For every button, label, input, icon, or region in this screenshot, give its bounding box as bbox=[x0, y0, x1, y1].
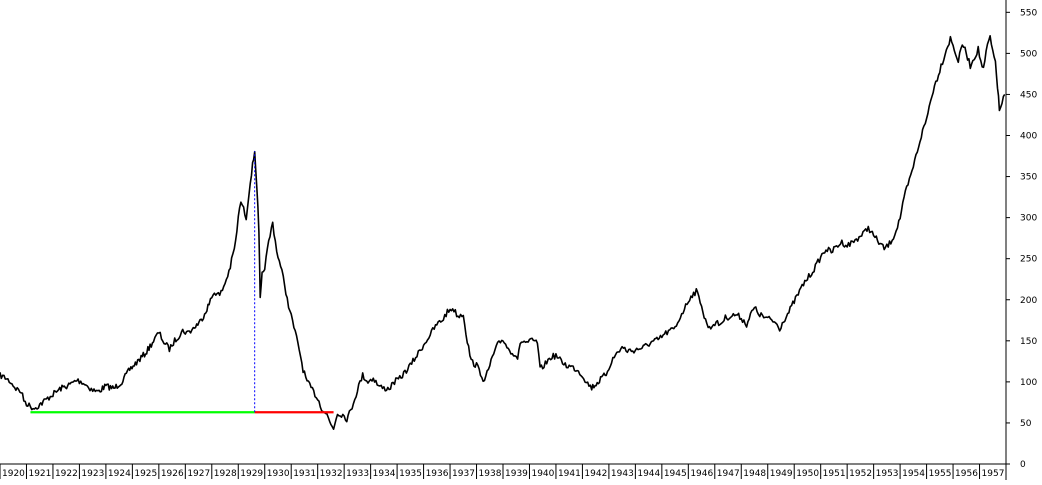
y-tick-label: 300 bbox=[1020, 214, 1037, 224]
x-tick-label: 1927 bbox=[187, 469, 210, 479]
x-tick-label: 1941 bbox=[558, 469, 581, 479]
x-tick-label: 1948 bbox=[743, 469, 766, 479]
y-tick-label: 100 bbox=[1020, 378, 1037, 388]
x-tick-label: 1929 bbox=[240, 469, 263, 479]
x-tick-label: 1940 bbox=[531, 469, 554, 479]
x-tick-label: 1943 bbox=[611, 469, 634, 479]
y-tick-label: 350 bbox=[1020, 173, 1037, 183]
x-tick-label: 1931 bbox=[293, 469, 316, 479]
x-tick-label: 1935 bbox=[399, 469, 422, 479]
x-tick-label: 1950 bbox=[796, 469, 819, 479]
x-tick-label: 1938 bbox=[479, 469, 502, 479]
x-tick-label: 1946 bbox=[690, 469, 713, 479]
x-tick-label: 1949 bbox=[770, 469, 793, 479]
plot-layer bbox=[0, 35, 1006, 430]
y-tick-label: 150 bbox=[1020, 337, 1037, 347]
annotation-layer bbox=[30, 151, 334, 414]
x-tick-label: 1926 bbox=[161, 469, 184, 479]
x-tick-label: 1952 bbox=[849, 469, 872, 479]
x-axis: 1920 1921 1922 1923 1924 1925 1926 1927 1928 1929… bbox=[0, 463, 1006, 479]
x-tick-label: 1936 bbox=[426, 469, 449, 479]
x-tick-label: 1939 bbox=[505, 469, 528, 479]
x-tick-label: 1953 bbox=[876, 469, 899, 479]
y-tick-label: 200 bbox=[1020, 296, 1037, 306]
y-tick-label: 250 bbox=[1020, 255, 1037, 265]
x-tick-label: 1922 bbox=[55, 469, 78, 479]
x-tick-label: 1925 bbox=[134, 469, 157, 479]
x-tick-label: 1932 bbox=[320, 469, 343, 479]
x-tick-label: 1923 bbox=[81, 469, 104, 479]
x-tick-label: 1957 bbox=[982, 469, 1005, 479]
x-tick-label: 1930 bbox=[267, 469, 290, 479]
x-tick-label: 1928 bbox=[214, 469, 237, 479]
x-tick-label: 1947 bbox=[717, 469, 740, 479]
y-tick-label: 450 bbox=[1020, 90, 1037, 100]
x-tick-label: 1934 bbox=[373, 469, 396, 479]
y-tick-label: 550 bbox=[1020, 8, 1037, 18]
x-tick-label: 1921 bbox=[28, 469, 51, 479]
x-tick-label: 1945 bbox=[664, 469, 687, 479]
x-tick-label: 1951 bbox=[823, 469, 846, 479]
y-tick-label: 400 bbox=[1020, 132, 1037, 142]
x-tick-label: 1937 bbox=[452, 469, 475, 479]
x-tick-label: 1944 bbox=[637, 469, 660, 479]
x-tick-label: 1955 bbox=[929, 469, 952, 479]
y-tick-label: 0 bbox=[1020, 460, 1026, 470]
x-tick-label: 1954 bbox=[902, 469, 925, 479]
x-tick-label: 1920 bbox=[2, 469, 25, 479]
price-series-line bbox=[0, 35, 1006, 430]
x-tick-label: 1933 bbox=[346, 469, 369, 479]
x-tick-label: 1942 bbox=[584, 469, 607, 479]
x-tick-label: 1956 bbox=[955, 469, 978, 479]
y-axis: 0 50 100 150 200 250 300 350 400 450 500 550 bbox=[1005, 0, 1037, 480]
x-tick-label: 1924 bbox=[108, 469, 131, 479]
y-tick-label: 50 bbox=[1020, 419, 1032, 429]
y-tick-label: 500 bbox=[1020, 49, 1037, 59]
